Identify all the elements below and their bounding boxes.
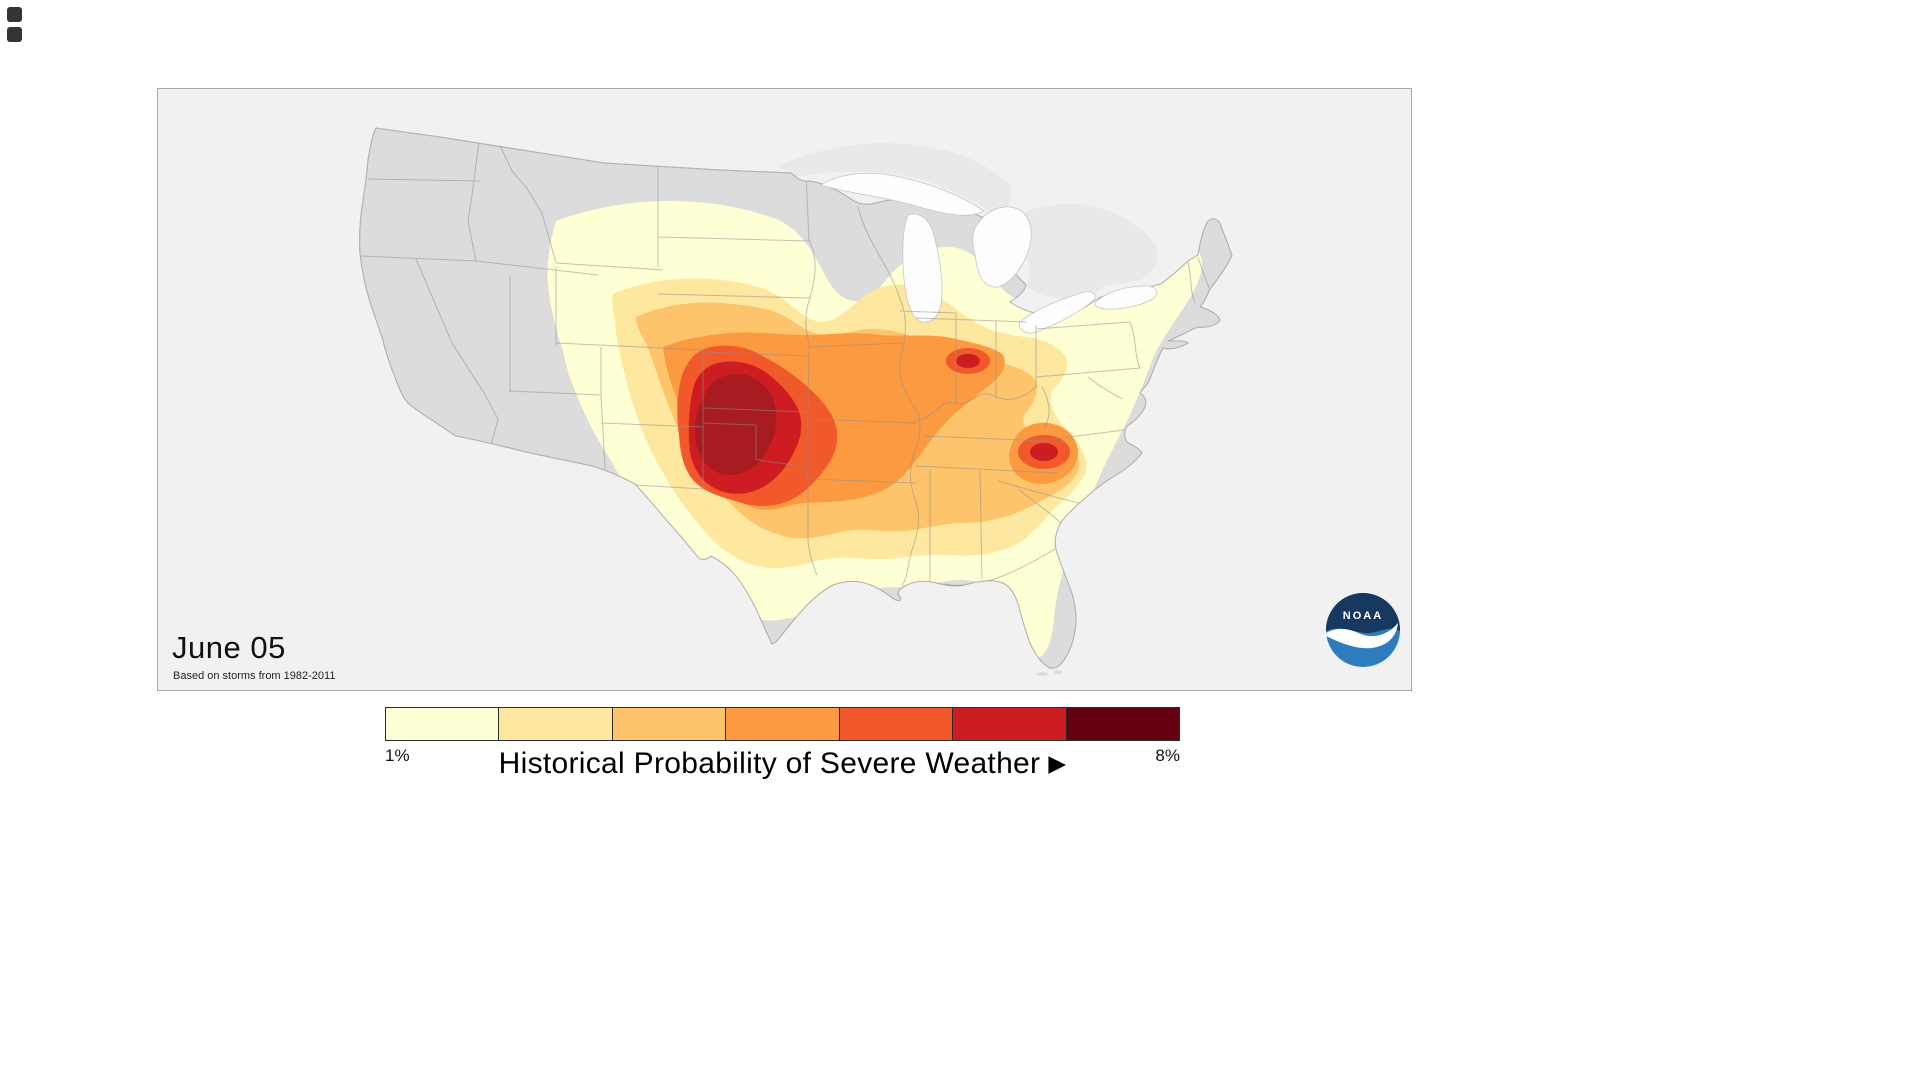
scale-swatch-5 <box>838 708 953 740</box>
probability-map: NOAA <box>158 89 1411 690</box>
contour-band-6pct-indiana <box>956 354 980 368</box>
scale-swatch-4 <box>725 708 839 740</box>
play-icon: ▶ <box>1048 750 1067 776</box>
florida-keys <box>1036 672 1048 676</box>
scale-min-label: 1% <box>385 746 410 765</box>
contour-band-6pct-carolinas <box>1030 443 1058 461</box>
ui-artifact-bottom <box>7 27 22 42</box>
scale-swatch-3 <box>611 708 726 740</box>
scale-max-label: 8% <box>1155 746 1180 765</box>
scale-swatch-6 <box>952 708 1066 740</box>
canada-landmass <box>778 143 1158 300</box>
ui-artifact-top <box>7 7 22 22</box>
great-lakes <box>820 172 1158 334</box>
legend-title: Historical Probability of Severe Weather… <box>335 747 1230 781</box>
noaa-logo-text: NOAA <box>1343 610 1383 622</box>
scale-swatch-2 <box>498 708 612 740</box>
noaa-seagull-icon <box>1326 623 1398 649</box>
date-label: June 05 <box>172 630 286 665</box>
scale-swatch-7 <box>1065 708 1179 740</box>
state-borders <box>360 132 1211 587</box>
scale-swatch-1 <box>386 708 499 740</box>
map-panel: NOAA June 05 Based on storms from 1982-2… <box>157 88 1412 691</box>
source-period-label: Based on storms from 1982-2011 <box>173 670 336 682</box>
noaa-logo: NOAA <box>1326 593 1400 667</box>
florida-keys-2 <box>1054 670 1062 674</box>
noaa-logo-upper <box>1326 593 1400 634</box>
color-scale-bar <box>385 707 1180 741</box>
legend-title-text: Historical Probability of Severe Weather <box>498 747 1041 780</box>
